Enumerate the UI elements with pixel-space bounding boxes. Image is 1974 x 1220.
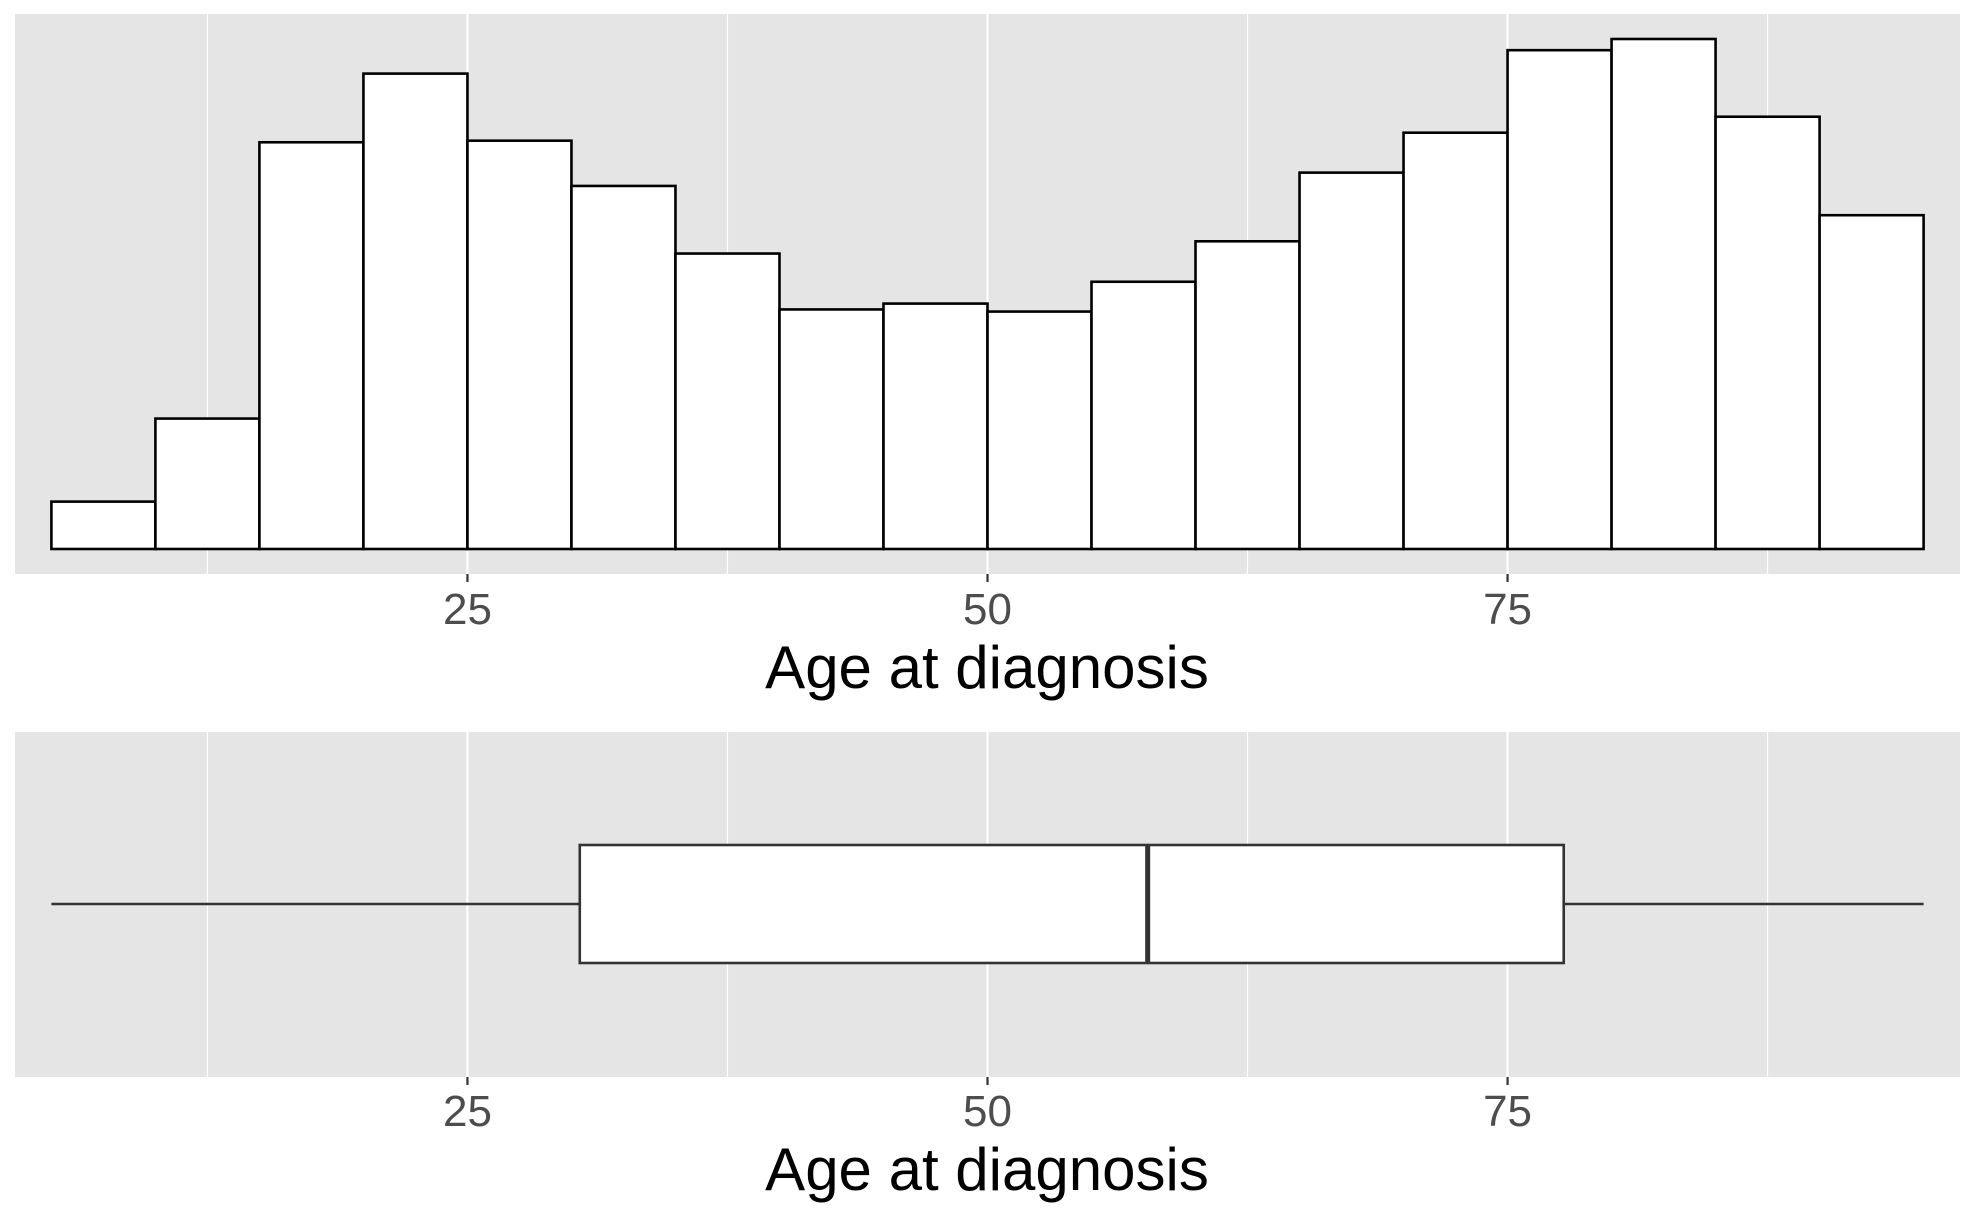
boxplot-x-axis: 25 50 75	[443, 1077, 1532, 1136]
boxplot-panel: 25 50 75 Age at diagnosis	[15, 732, 1960, 1203]
histogram-bar	[778, 308, 885, 551]
histogram-x-axis: 25 50 75	[443, 574, 1532, 634]
histogram-bar	[570, 184, 677, 551]
histogram-bar	[674, 252, 781, 551]
x-tick-label: 25	[443, 585, 492, 634]
histogram-bar	[1610, 37, 1717, 551]
histogram-bar	[1194, 239, 1301, 551]
x-tick-label: 50	[963, 1087, 1012, 1136]
histogram-bar	[1506, 48, 1613, 551]
histogram-bar	[1402, 131, 1509, 551]
histogram-bars	[50, 37, 1925, 551]
x-tick-label: 50	[963, 585, 1012, 634]
boxplot-x-axis-title: Age at diagnosis	[765, 1136, 1209, 1203]
histogram-bar	[1818, 213, 1925, 551]
histogram-bar	[466, 139, 573, 551]
histogram-x-axis-title: Age at diagnosis	[765, 634, 1209, 701]
histogram-bar	[362, 72, 469, 551]
histogram-bar	[986, 310, 1093, 551]
histogram-panel: 25 50 75 Age at diagnosis	[15, 14, 1960, 701]
histogram-bar	[50, 500, 157, 551]
boxplot-marks	[51, 843, 1924, 965]
histogram-bar	[1714, 115, 1821, 551]
histogram-bar	[882, 302, 989, 551]
x-tick-label: 25	[443, 1087, 492, 1136]
x-tick-label: 75	[1483, 1087, 1532, 1136]
x-tick-label: 75	[1483, 585, 1532, 634]
histogram-bar	[1298, 171, 1405, 551]
histogram-bar	[258, 140, 365, 551]
interquartile-box	[578, 843, 1566, 965]
histogram-bar	[1090, 280, 1197, 551]
histogram-bar	[154, 417, 261, 551]
